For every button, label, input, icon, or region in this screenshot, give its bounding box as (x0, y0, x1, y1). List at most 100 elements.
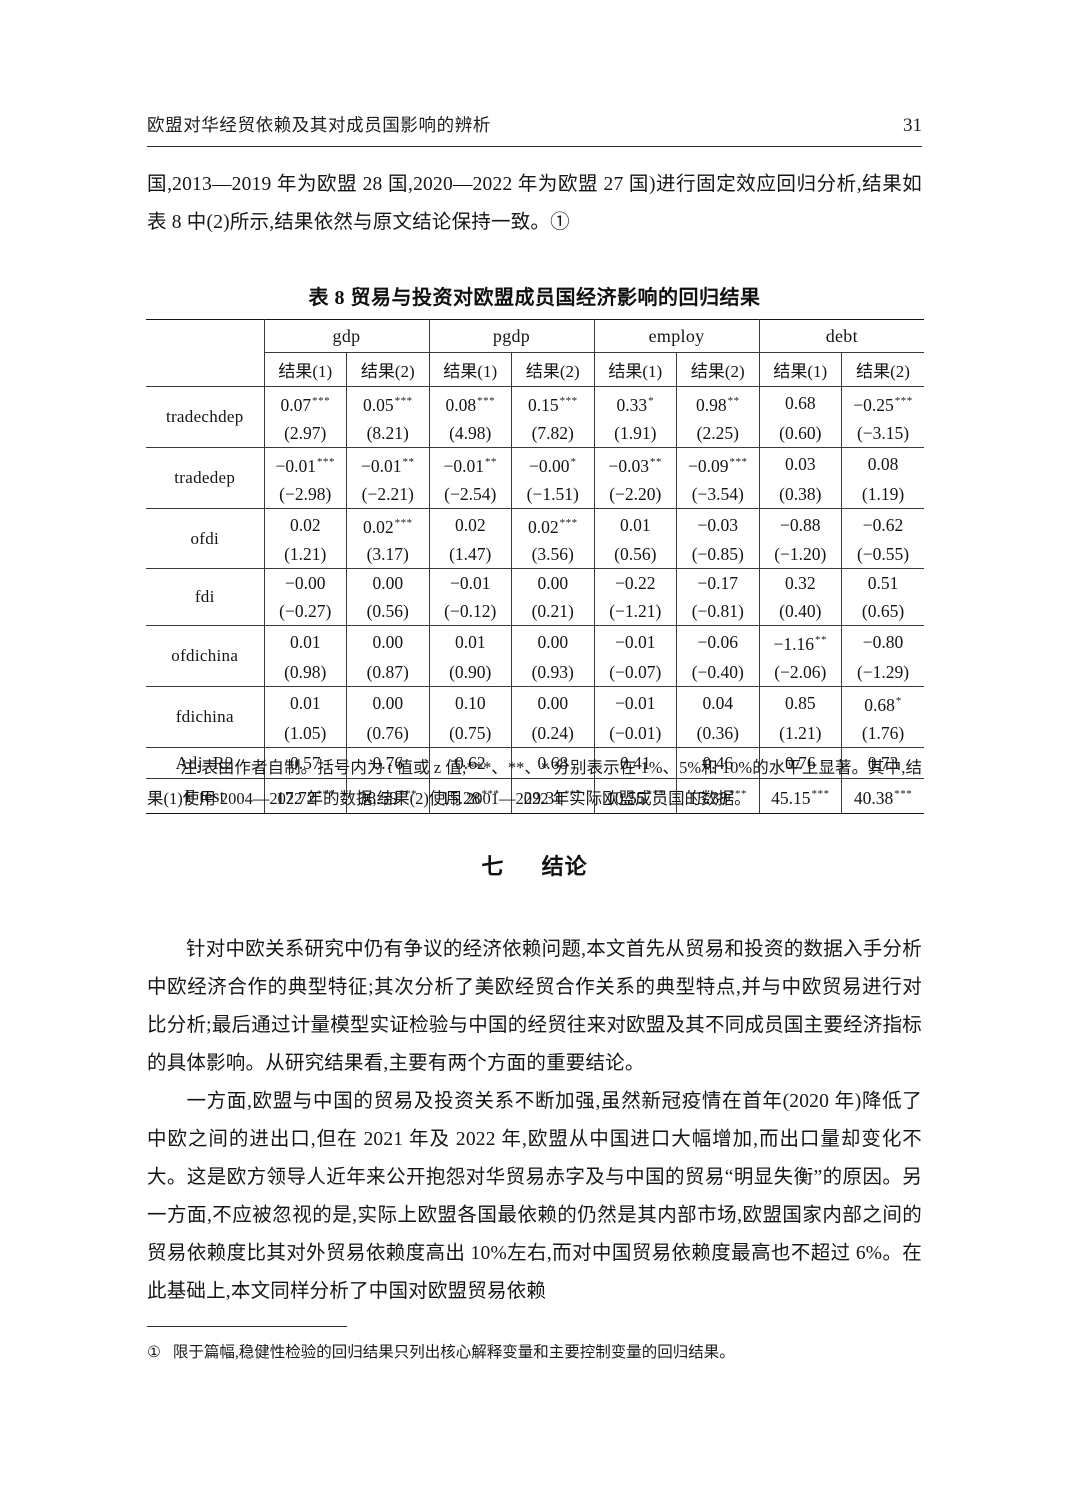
tstat-cell: (1.05) (264, 719, 347, 749)
tstat-cell: (−0.81) (676, 597, 760, 627)
footnote-text: 限于篇幅,稳健性检验的回归结果只列出核心解释变量和主要控制变量的回归结果。 (172, 1344, 735, 1361)
coefficient-cell: 0.01 (593, 507, 678, 541)
significance-stars: ** (727, 395, 740, 407)
summary-value-cell: 38.59*** (346, 778, 430, 814)
tstat-cell: (−2.54) (428, 479, 512, 509)
coefficient-cell: −0.22 (593, 568, 678, 598)
table-group-header-row: gdp pgdp employ debt (146, 319, 925, 387)
tstat-cell: (0.75) (428, 719, 512, 749)
summary-value-cell: 0.57 (263, 747, 347, 780)
summary-value-cell: 0.62 (428, 747, 512, 780)
coefficient-cell: −0.03** (593, 446, 678, 480)
significance-stars: *** (559, 395, 578, 407)
coefficient-cell: −0.00* (511, 446, 595, 480)
table-summary-row: F test 17.72*** 38.59*** 15.28*** 29.31*** 10… (146, 778, 925, 814)
group-header-debt: debt (758, 319, 925, 353)
coefficient-cell: 0.00 (346, 568, 430, 598)
coefficient-cell: 0.08 (841, 446, 925, 480)
variable-name: tradedep (146, 446, 265, 509)
significance-stars: * (895, 695, 902, 708)
tstat-cell: (−0.27) (264, 597, 347, 627)
table-row: (0.98) (0.87) (0.90) (0.93) (−0.07) (−0.40) (−… (146, 658, 925, 688)
summary-value-cell: 29.31*** (511, 778, 595, 814)
tstat-cell: (1.19) (841, 479, 925, 509)
summary-value-cell: 0.41 (593, 747, 678, 780)
footnote-divider (147, 1326, 347, 1327)
coefficient-cell: 0.02 (428, 507, 512, 541)
sub-header-pgdp-2: 结果(2) (511, 352, 595, 387)
variable-name: ofdi (146, 507, 265, 570)
coefficient-cell: −0.03 (676, 507, 760, 541)
variable-name: fdi (146, 568, 265, 627)
coefficient-cell: −0.88 (758, 507, 843, 541)
table-row: (1.05) (0.76) (0.75) (0.24) (−0.01) (0.36) (1.… (146, 719, 925, 749)
coefficient-cell: 0.00 (346, 686, 430, 720)
section-heading: 七 结论 (147, 849, 922, 881)
header-divider (147, 146, 922, 147)
significance-stars: *** (481, 788, 500, 801)
significance-stars: *** (728, 788, 747, 801)
summary-value-cell: 15.38*** (676, 778, 760, 814)
tstat-cell: (−1.21) (593, 597, 678, 627)
coefficient-cell: 0.02*** (346, 507, 430, 541)
variable-name: tradechdep (146, 386, 265, 448)
tstat-cell: (3.56) (511, 540, 595, 570)
tstat-cell: (1.91) (593, 418, 678, 448)
coefficient-cell: −1.16** (758, 625, 843, 659)
coefficient-cell: 0.02 (263, 507, 347, 541)
tstat-cell: (0.93) (511, 658, 595, 688)
summary-value-cell: 15.28*** (428, 778, 512, 814)
tstat-cell: (−0.07) (593, 658, 678, 688)
table-row: tradechdep 0.07*** 0.05*** 0.08*** 0.15*** 0.… (146, 385, 925, 448)
sub-header-debt-1: 结果(1) (758, 352, 843, 387)
conclusion-paragraph-2: 一方面,欧盟与中国的贸易及投资关系不断加强,虽然新冠疫情在首年(2020 年)降… (147, 1083, 922, 1311)
table-row: (−0.27) (0.56) (−0.12) (0.21) (−1.21) (−0.81)… (146, 597, 925, 627)
significance-stars: * (648, 395, 655, 407)
tstat-cell: (−1.29) (841, 658, 925, 688)
tstat-cell: (−0.40) (676, 658, 760, 688)
regression-table-wrapper: gdp pgdp employ debt 结果(1) 结果(2) 结果(1) 结… (146, 319, 925, 814)
summary-value-cell: 10.55*** (593, 778, 678, 814)
summary-value-cell: 0.68 (511, 747, 595, 780)
section-title: 结论 (541, 854, 588, 879)
variable-name: fdichina (146, 686, 265, 749)
intro-paragraph: 国,2013—2019 年为欧盟 28 国,2020—2022 年为欧盟 27 … (147, 174, 922, 233)
tstat-cell: (1.21) (264, 540, 347, 570)
tstat-cell: (−2.20) (593, 479, 678, 509)
conclusion-text-1: 针对中欧关系研究中仍有争议的经济依赖问题,本文首先从贸易和投资的数据入手分析中欧… (147, 939, 922, 1074)
tstat-cell: (0.56) (593, 540, 678, 570)
coefficient-cell: −0.01** (428, 446, 512, 480)
regression-table: gdp pgdp employ debt 结果(1) 结果(2) 结果(1) 结… (146, 319, 925, 814)
coefficient-cell: 0.00 (346, 625, 430, 659)
tstat-cell: (−0.01) (593, 719, 678, 749)
summary-value-cell: 0.73 (841, 747, 925, 780)
table-row: (2.97) (8.21) (4.98) (7.82) (1.91) (2.25) (0.6… (146, 418, 925, 448)
significance-stars: *** (317, 455, 335, 468)
running-head-title: 欧盟对华经贸依赖及其对成员国影响的辨析 (147, 115, 491, 135)
coefficient-cell: 0.00 (511, 568, 595, 598)
tstat-cell: (−0.12) (428, 597, 512, 627)
page-number: 31 (903, 115, 922, 136)
coefficient-cell: 0.07*** (263, 385, 347, 419)
significance-stars: * (570, 455, 577, 468)
tstat-cell: (−2.21) (346, 479, 430, 509)
coefficient-cell: −0.17 (676, 568, 760, 598)
tstat-cell: (−0.55) (841, 540, 925, 570)
coefficient-cell: −0.06 (676, 625, 760, 659)
coefficient-cell: 0.68* (841, 686, 925, 720)
tstat-cell: (−2.98) (264, 479, 347, 509)
tstat-cell: (0.90) (428, 658, 512, 688)
tstat-cell: (7.82) (511, 418, 595, 448)
sub-header-debt-2: 结果(2) (841, 352, 925, 387)
summary-value-cell: 0.76 (346, 747, 430, 780)
significance-stars: *** (477, 395, 496, 407)
significance-stars: *** (312, 395, 331, 407)
tstat-cell: (−3.54) (676, 479, 760, 509)
sub-header-gdp-2: 结果(2) (346, 352, 430, 387)
significance-stars: *** (894, 395, 913, 407)
significance-stars: *** (398, 788, 417, 801)
conclusion-text-2: 一方面,欧盟与中国的贸易及投资关系不断加强,虽然新冠疫情在首年(2020 年)降… (147, 1091, 922, 1302)
coefficient-cell: 0.04 (676, 686, 760, 720)
table-caption-label: 表 8 (308, 287, 345, 309)
